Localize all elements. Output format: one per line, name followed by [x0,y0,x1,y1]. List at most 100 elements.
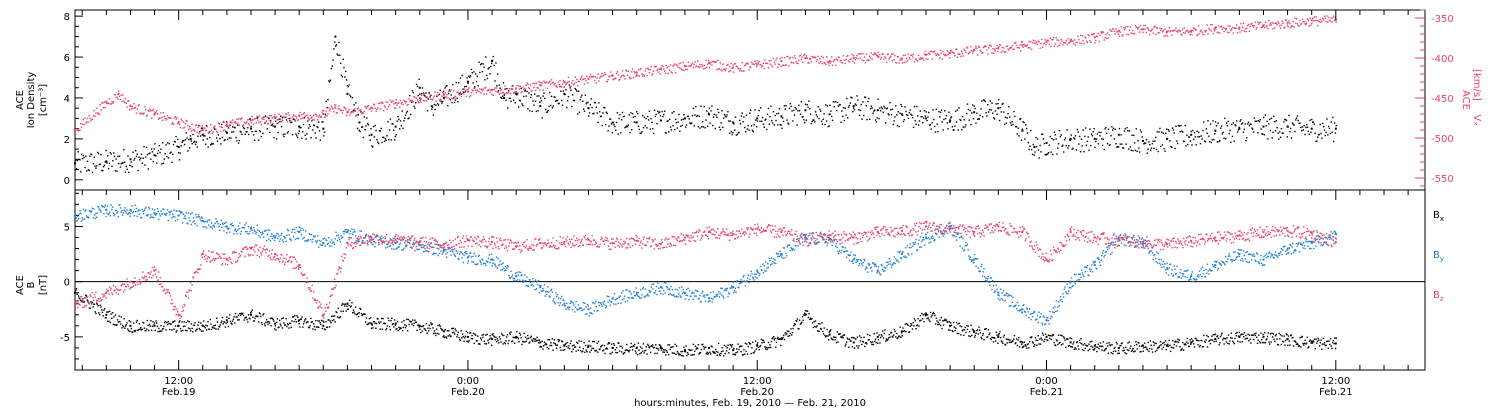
bottom-scatter-point [1290,334,1293,336]
bottom-scatter-point [1295,343,1298,346]
top-scatter-point [682,61,684,64]
bottom-scatter-point [183,321,185,323]
top-scatter-point [244,122,246,124]
bottom-scatter-point [205,324,207,326]
bottom-scatter-point [87,300,89,302]
bottom-scatter-point [134,330,136,333]
top-scatter-point [1103,148,1105,151]
bottom-scatter-point [903,329,906,332]
top-scatter-point [640,132,642,134]
top-scatter-point [868,118,871,121]
top-scatter-point [187,124,189,127]
bottom-scatter-point [861,343,863,346]
top-scatter-point [577,113,579,115]
top-data-point [105,160,108,163]
top-scatter-point [321,111,323,113]
bottom-scatter-point [84,297,86,299]
bottom-scatter-point [1148,347,1151,350]
top-scatter-point [606,112,608,115]
top-scatter-point [1232,32,1235,34]
top-scatter-point [1284,26,1286,28]
bottom-scatter-point [75,289,77,292]
bottom-scatter-point [356,313,358,316]
bottom-scatter-point [1182,349,1185,351]
bottom-scatter-point [662,349,665,351]
bottom-scatter-point [210,328,213,331]
top-scatter-point [1065,39,1067,42]
top-scatter-point [454,99,457,101]
top-scatter-point [454,95,457,98]
top-data-point [1045,41,1048,43]
top-scatter-point [355,102,357,104]
top-scatter-point [318,121,320,123]
bottom-scatter-point [86,299,88,301]
bottom-scatter-point [946,321,948,323]
top-scatter-point [1335,124,1337,127]
top-scatter-point [554,96,556,99]
bottom-scatter-point [891,335,893,338]
bottom-data-point [249,313,252,316]
top-scatter-point [1128,29,1131,32]
top-data-point [358,121,361,124]
top-scatter-point [235,122,237,124]
top-scatter-point [238,139,241,142]
top-scatter-point [1138,151,1141,153]
top-scatter-point [744,65,746,67]
top-scatter-point [1266,120,1268,123]
top-scatter-point [95,167,97,169]
bottom-scatter-point [894,330,896,333]
top-scatter-point [536,95,538,97]
bottom-scatter-point [1274,340,1276,343]
bottom-scatter-point [419,328,421,330]
top-scatter-point [1144,28,1146,30]
top-scatter-point [305,114,307,117]
bottom-scatter-point [370,317,372,319]
bottom-scatter-point [1005,338,1008,340]
top-scatter-point [1038,41,1040,43]
top-scatter-point [398,101,400,104]
bottom-scatter-point [825,335,828,337]
top-scatter-point [318,114,321,116]
bottom-scatter-point [226,316,228,318]
top-scatter-point [150,117,153,119]
bottom-scatter-point [393,326,395,328]
top-scatter-point [437,94,440,96]
top-scatter-point [450,94,452,96]
top-scatter-point [564,81,566,84]
top-scatter-point [930,128,932,130]
top-scatter-point [1196,34,1198,37]
bottom-scatter-point [126,322,128,324]
top-scatter-point [681,124,684,127]
top-scatter-point [729,70,732,72]
top-scatter-point [994,110,997,112]
top-scatter-point [1039,144,1041,147]
top-scatter-point [780,65,782,68]
bottom-scatter-point [1303,344,1305,346]
top-scatter-point [719,128,722,131]
top-scatter-point [911,114,913,116]
top-scatter-point [460,93,462,95]
bottom-scatter-point [1309,339,1311,341]
bottom-scatter-point [1308,346,1310,348]
top-scatter-point [904,106,906,108]
top-scatter-point [264,122,266,124]
bottom-scatter-point [822,330,824,333]
bottom-scatter-point [863,336,865,339]
top-scatter-point [216,131,219,133]
top-scatter-point [87,169,90,171]
top-scatter-point [1019,118,1021,121]
bottom-scatter-point [634,350,637,352]
top-scatter-point [76,129,79,131]
top-scatter-point [1288,20,1290,22]
bottom-scatter-point [437,324,439,327]
top-scatter-point [1201,138,1203,140]
bottom-scatter-point [123,317,125,320]
bottom-scatter-point [715,350,718,353]
bottom-scatter-point [1264,341,1267,344]
top-scatter-point [130,108,133,110]
bottom-scatter-point [673,352,676,355]
top-scatter-point [987,104,989,106]
bottom-scatter-point [325,326,328,328]
top-scatter-point [814,56,817,59]
